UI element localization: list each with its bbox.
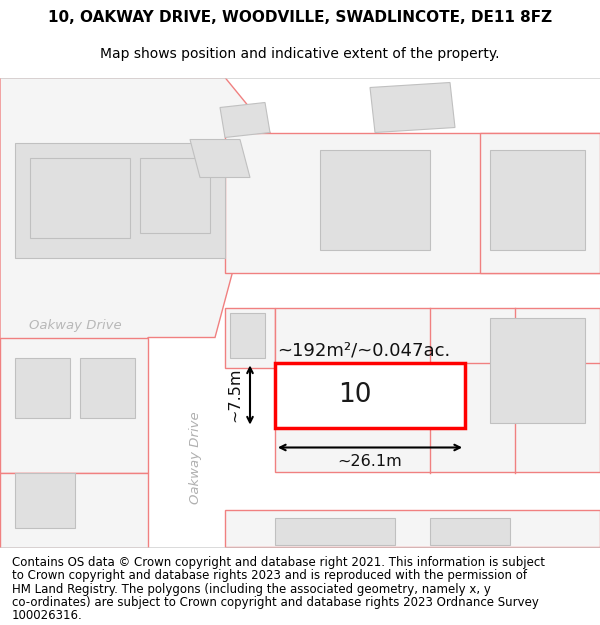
Bar bbox=[15, 472, 75, 528]
Text: co-ordinates) are subject to Crown copyright and database rights 2023 Ordnance S: co-ordinates) are subject to Crown copyr… bbox=[12, 596, 539, 609]
Text: 10, OAKWAY DRIVE, WOODVILLE, SWADLINCOTE, DE11 8FZ: 10, OAKWAY DRIVE, WOODVILLE, SWADLINCOTE… bbox=[48, 11, 552, 26]
Bar bbox=[225, 472, 600, 511]
Text: ~26.1m: ~26.1m bbox=[338, 454, 403, 469]
Bar bbox=[225, 132, 600, 272]
Bar bbox=[15, 142, 225, 258]
Text: Oakway Drive: Oakway Drive bbox=[29, 319, 121, 332]
Bar bbox=[225, 272, 600, 308]
Text: Contains OS data © Crown copyright and database right 2021. This information is : Contains OS data © Crown copyright and d… bbox=[12, 556, 545, 569]
Text: Map shows position and indicative extent of the property.: Map shows position and indicative extent… bbox=[100, 47, 500, 61]
Bar bbox=[178, 336, 215, 548]
Bar bbox=[275, 362, 465, 428]
Bar bbox=[225, 308, 275, 368]
Text: HM Land Registry. The polygons (including the associated geometry, namely x, y: HM Land Registry. The polygons (includin… bbox=[12, 582, 491, 596]
Text: ~192m²/~0.047ac.: ~192m²/~0.047ac. bbox=[277, 341, 450, 359]
Bar bbox=[225, 78, 600, 132]
Polygon shape bbox=[178, 78, 270, 336]
Bar bbox=[300, 372, 410, 418]
Text: to Crown copyright and database rights 2023 and is reproduced with the permissio: to Crown copyright and database rights 2… bbox=[12, 569, 527, 582]
Bar bbox=[225, 511, 600, 548]
Polygon shape bbox=[0, 78, 270, 538]
Text: ~7.5m: ~7.5m bbox=[227, 368, 242, 423]
Bar bbox=[320, 149, 430, 249]
Bar bbox=[430, 518, 510, 544]
Bar bbox=[490, 318, 585, 422]
Bar bbox=[480, 132, 600, 272]
Bar bbox=[230, 312, 265, 358]
Bar bbox=[140, 158, 210, 232]
Bar bbox=[30, 158, 130, 238]
Polygon shape bbox=[0, 338, 148, 472]
Polygon shape bbox=[0, 472, 148, 548]
Polygon shape bbox=[370, 82, 455, 132]
Bar bbox=[490, 149, 585, 249]
Text: Oakway Drive: Oakway Drive bbox=[190, 411, 203, 504]
Text: 100026316.: 100026316. bbox=[12, 609, 83, 622]
Polygon shape bbox=[190, 139, 250, 177]
Polygon shape bbox=[220, 102, 270, 138]
Bar bbox=[15, 357, 70, 418]
Bar bbox=[275, 308, 600, 472]
Text: 10: 10 bbox=[338, 382, 371, 408]
Bar bbox=[80, 357, 135, 418]
Bar bbox=[275, 518, 395, 544]
